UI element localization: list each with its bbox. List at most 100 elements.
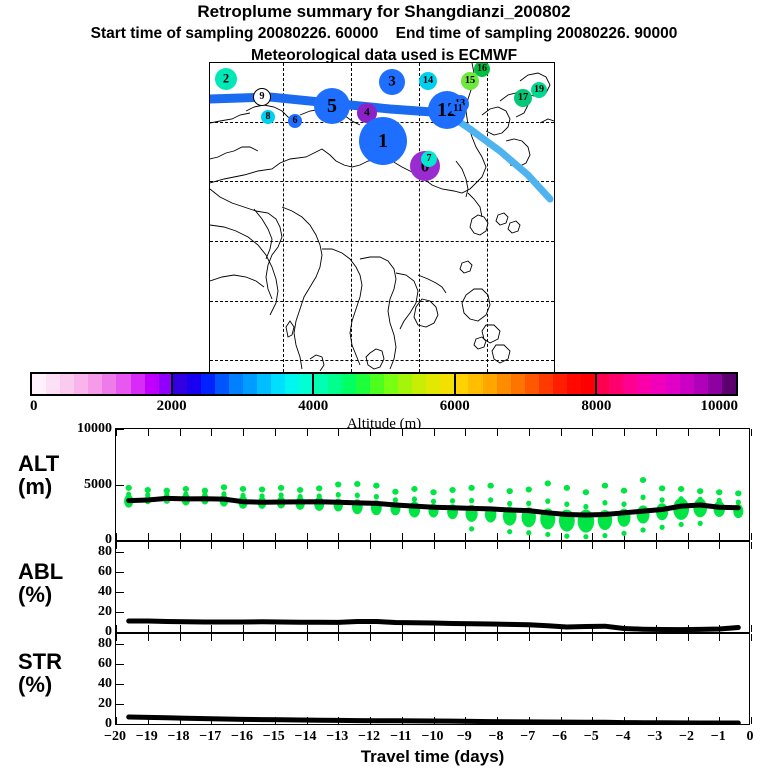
sampling-time-line: Start time of sampling 20080226. 60000 E… (90, 25, 678, 42)
alt-outlier-dot (182, 485, 190, 492)
abl-line (126, 618, 741, 632)
x-axis-tick-top (179, 429, 181, 436)
x-axis-tick-label: −6 (552, 729, 567, 744)
alt-mid-dot (678, 496, 684, 502)
alt-outlier-dot (449, 487, 456, 494)
colorbar-gradient (30, 372, 738, 396)
alt-outlier-dot (239, 485, 247, 492)
plume-marker[interactable] (359, 117, 407, 165)
alt-mid-dot (221, 491, 227, 497)
chart-panel-str[interactable]: 0 20 40 60 80 (98, 633, 752, 731)
plume-marker[interactable] (419, 72, 437, 90)
colorbar-segment (721, 374, 736, 394)
x-axis-tick (433, 625, 435, 632)
plume-marker[interactable] (253, 88, 271, 106)
x-axis-tick-top (243, 634, 244, 641)
alt-outlier-dot (411, 485, 418, 492)
panel-label-str: STR (%) (18, 650, 62, 696)
alt-outlier-dot (506, 488, 513, 495)
alt-mid-dot (278, 492, 284, 498)
chart-panel-abl[interactable]: 0 20 40 60 80 (98, 541, 752, 639)
x-axis-tick-top (687, 429, 689, 436)
graticule-parallel-4 (210, 360, 554, 361)
altitude-colorbar[interactable]: 0 2000 4000 6000 8000 10000 Altitude (m) (30, 372, 738, 432)
graticule-parallel-2 (210, 241, 554, 242)
x-axis-tick-top (147, 634, 149, 641)
x-axis-tick-top (243, 429, 244, 436)
x-axis-tick-top (370, 634, 371, 641)
panel-label-alt-line1: ALT (18, 451, 60, 476)
plume-marker[interactable] (357, 103, 377, 123)
y-axis-tick-label: 10000 (77, 421, 112, 436)
alt-mid-dot (469, 497, 475, 504)
colorbar-segment (74, 374, 89, 394)
colorbar-segment (327, 374, 342, 394)
alt-mid-dot (488, 497, 494, 503)
x-axis-tick-top (401, 634, 403, 641)
x-axis-title: Travel time (days) (360, 747, 505, 766)
alt-outlier-dot (639, 477, 647, 484)
plume-marker-label: 9 (259, 90, 265, 102)
x-axis-tick-label: −15 (262, 729, 285, 744)
alt-mid-dot (259, 493, 265, 499)
plume-marker[interactable] (288, 114, 302, 128)
x-axis-tick (116, 533, 117, 540)
colorbar-segment (679, 374, 694, 394)
panel-label-str-line2: (%) (18, 672, 53, 698)
x-axis-tick (528, 533, 530, 540)
x-axis-tick-top (560, 429, 562, 436)
chart-panel-alt[interactable]: 0 5000 10000 (77, 421, 752, 547)
alt-outlier-dot (220, 484, 228, 491)
y-axis-tick (116, 612, 124, 613)
x-axis-tick (243, 625, 244, 632)
plume-marker[interactable] (461, 72, 479, 90)
x-axis-tick (624, 533, 625, 540)
y-axis-tick-label: 80 (98, 544, 112, 559)
alt-mid-dot (373, 493, 379, 500)
x-axis-tick (497, 625, 498, 632)
x-axis-tick-top (306, 429, 308, 436)
plume-marker-label: 3 (388, 73, 396, 90)
plume-marker[interactable] (421, 151, 437, 167)
x-axis-tick-top (655, 429, 657, 436)
alt-mid-dot (735, 499, 741, 506)
x-axis-tick-label: −8 (488, 729, 504, 744)
plume-marker[interactable] (531, 82, 547, 98)
plume-marker[interactable] (215, 68, 237, 90)
x-axis-tick-top (274, 542, 276, 549)
colorbar-segment (665, 374, 680, 394)
plume-marker[interactable] (474, 63, 490, 77)
x-axis-tick-top (338, 542, 340, 549)
plume-marker[interactable] (451, 102, 465, 116)
panel-data-layer (124, 477, 744, 540)
alt-mid-dot (640, 494, 646, 501)
plume-marker[interactable] (314, 88, 350, 124)
x-axis-tick-label: −11 (390, 729, 412, 744)
x-axis-tick-label: −7 (520, 729, 536, 744)
plume-marker-label: 17 (517, 91, 529, 103)
alt-low-dot (469, 526, 475, 532)
x-axis-tick (211, 533, 213, 540)
retroplume-map[interactable]: 29865431415161213111171907 (209, 62, 555, 373)
plume-marker[interactable] (261, 110, 275, 124)
x-axis-tick (147, 717, 149, 724)
panel-data-layer (126, 714, 741, 724)
plume-marker-label: 6 (292, 115, 298, 126)
x-axis-tick-top (274, 429, 276, 436)
x-axis-tick-top (338, 634, 340, 641)
x-axis-tick-top (465, 542, 467, 549)
alt-outlier-dot (373, 482, 380, 489)
colorbar-segment (496, 374, 511, 394)
x-axis-tick-top (497, 634, 498, 641)
colorbar-segment (285, 374, 300, 394)
plume-marker-label: 15 (464, 74, 476, 86)
y-axis-tick (116, 429, 124, 430)
x-axis-tick-top (370, 429, 371, 436)
y-axis-tick (116, 572, 124, 573)
plume-marker[interactable] (514, 89, 532, 107)
x-axis-tick-top (211, 634, 213, 641)
plume-marker[interactable] (379, 69, 405, 95)
plume-marker-label: 11 (453, 103, 463, 114)
alt-low-dot (545, 531, 551, 538)
